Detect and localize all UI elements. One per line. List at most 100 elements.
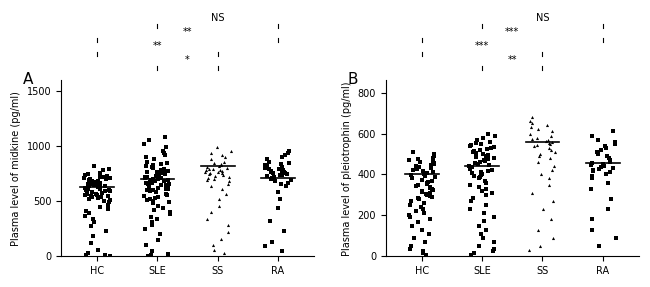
Point [420,174,430,179]
Text: **: ** [183,27,192,37]
Point [419,211,430,216]
Point [148,163,158,167]
Point [473,137,483,142]
Point [428,170,439,175]
Point [88,234,99,239]
Point [551,150,561,154]
Point [275,197,285,201]
Point [596,165,606,170]
Point [488,249,498,253]
Point [479,219,489,224]
Point [280,153,291,157]
Point [224,179,234,184]
Point [276,155,287,160]
Point [278,168,289,172]
Point [260,163,270,167]
Point [94,185,105,190]
Point [476,170,487,175]
Point [89,220,99,224]
Point [264,159,274,164]
Point [489,215,499,220]
Point [101,174,112,178]
Point [80,186,90,190]
Point [481,193,491,197]
Point [489,156,499,160]
Point [464,207,474,212]
Point [139,193,150,198]
Point [424,231,434,236]
Point [427,195,437,199]
Point [277,165,287,169]
Point [96,195,107,199]
Point [150,174,161,178]
Point [140,174,150,179]
Point [465,252,476,257]
Point [597,162,608,166]
Point [608,129,619,134]
Point [159,171,170,176]
Point [159,153,170,157]
Point [81,187,91,192]
Point [608,166,618,170]
Point [93,179,103,184]
Point [216,236,226,241]
Text: NS: NS [536,13,549,23]
Point [417,189,427,194]
Point [148,165,158,169]
Point [99,184,110,188]
Point [158,205,168,210]
Point [478,235,489,240]
Point [471,155,482,159]
Point [484,157,494,161]
Point [430,175,440,180]
Point [526,121,537,126]
Point [148,166,158,170]
Point [80,193,90,197]
Point [592,150,603,154]
Point [142,188,152,193]
Point [404,213,415,218]
Point [88,164,99,168]
Point [465,199,476,203]
Point [489,240,499,244]
Text: *: * [185,55,190,65]
Point [161,191,171,196]
Point [260,244,270,249]
Point [98,168,109,173]
Point [216,187,227,191]
Point [606,197,616,201]
Point [88,183,99,187]
Point [481,227,491,232]
Point [162,160,172,165]
Point [541,138,551,143]
Point [468,150,478,154]
Point [426,187,437,191]
Point [142,159,153,164]
Point [478,158,489,162]
Point [548,199,558,203]
Point [86,180,97,185]
Point [220,155,230,160]
Point [90,191,101,196]
Point [605,158,616,162]
Point [471,140,481,145]
Point [587,174,597,179]
Point [599,144,610,148]
Point [588,168,598,172]
Point [162,169,173,173]
Point [84,184,94,189]
Point [268,170,279,175]
Point [588,169,599,174]
Point [604,170,615,175]
Point [282,172,293,177]
Point [465,182,475,187]
Point [481,154,491,158]
Point [413,165,424,170]
Point [277,168,287,173]
Point [162,192,172,197]
Point [486,168,497,172]
Point [475,175,486,180]
Point [484,163,494,168]
Point [153,203,163,208]
Point [610,139,620,144]
